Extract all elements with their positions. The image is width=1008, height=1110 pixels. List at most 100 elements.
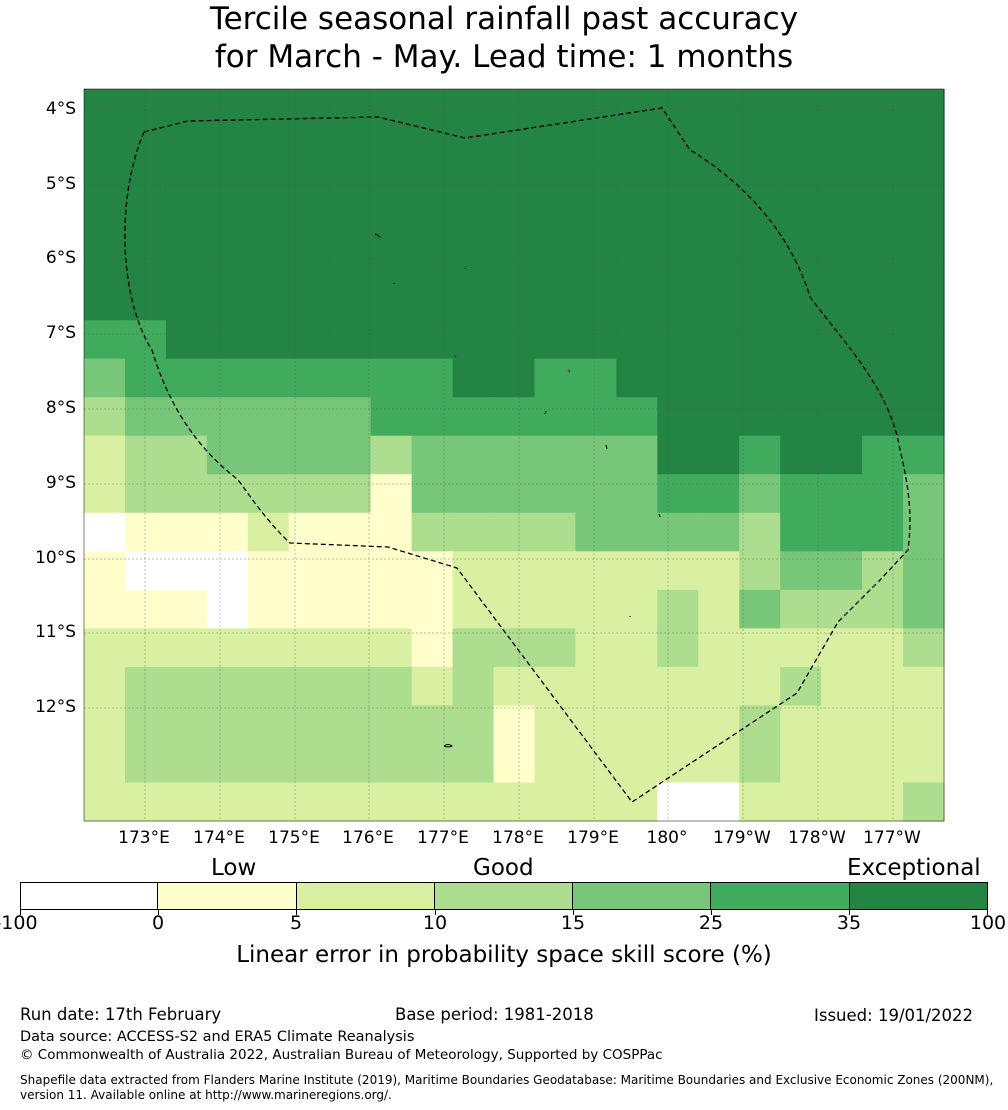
grid-cell: [903, 589, 945, 629]
grid-cell: [698, 204, 740, 244]
grid-cell: [247, 320, 290, 360]
grid-cell: [862, 127, 904, 167]
grid-cell: [903, 666, 945, 707]
grid-cell: [206, 166, 249, 206]
colorbar-segment: [573, 882, 712, 910]
colorbar-tick-mark: [987, 910, 988, 915]
grid-cell: [452, 512, 495, 552]
grid-cell: [124, 743, 167, 784]
grid-cell: [534, 320, 577, 360]
grid-cell: [862, 397, 904, 437]
grid-cell: [206, 743, 249, 784]
grid-cell: [288, 512, 331, 552]
grid-cell: [657, 89, 699, 129]
grid-cell: [534, 89, 577, 129]
grid-cell: [534, 628, 577, 668]
grid-cell: [575, 243, 617, 283]
grid-cell: [452, 397, 495, 437]
grid-cell: [739, 358, 781, 398]
grid-cell: [124, 782, 167, 822]
grid-cell: [780, 743, 822, 784]
grid-cell: [206, 705, 249, 745]
grid-cell: [370, 628, 413, 668]
grid-cell: [780, 589, 822, 629]
grid-cell: [493, 551, 536, 591]
lon-label: 178°E: [492, 828, 544, 848]
lon-label: 178°W: [788, 828, 846, 848]
colorbar-tick-label: 0: [151, 912, 165, 934]
grid-cell: [903, 397, 945, 437]
grid-cell: [739, 743, 781, 784]
grid-cell: [698, 166, 740, 206]
colorbar-tick-mark: [573, 910, 574, 915]
grid-cell: [862, 320, 904, 360]
grid-cell: [84, 435, 126, 475]
grid-cell: [862, 204, 904, 244]
grid-cell: [84, 666, 126, 707]
grid-cell: [657, 551, 699, 591]
grid-cell: [780, 89, 822, 129]
grid-cell: [657, 204, 699, 244]
grid-cell: [329, 281, 372, 321]
grid-cell: [370, 89, 413, 129]
grid-cell: [616, 551, 658, 591]
grid-cell: [575, 666, 617, 707]
lat-label: 7°S: [45, 323, 76, 343]
grid-cell: [739, 551, 781, 591]
grid-cell: [862, 166, 904, 206]
lon-label: 176°E: [342, 828, 394, 848]
grid-cell: [739, 397, 781, 437]
grid-cell: [821, 89, 863, 129]
grid-cell: [534, 705, 577, 745]
grid-cell: [452, 782, 495, 822]
grid-cell: [493, 705, 536, 745]
lat-label: 8°S: [45, 398, 76, 418]
grid-cell: [165, 474, 208, 514]
grid-cell: [165, 705, 208, 745]
colorbar-tick-mark: [158, 910, 159, 915]
grid-cell: [616, 281, 658, 321]
grid-cell: [657, 166, 699, 206]
grid-cell: [452, 281, 495, 321]
grid-cell: [329, 204, 372, 244]
grid-cell: [247, 512, 290, 552]
grid-cell: [657, 589, 699, 629]
lat-label: 10°S: [35, 548, 76, 568]
grid-cell: [657, 474, 699, 514]
grid-cell: [247, 705, 290, 745]
lon-label: 180°: [646, 828, 688, 848]
grid-cell: [329, 666, 372, 707]
grid-cell: [329, 628, 372, 668]
grid-cell: [616, 397, 658, 437]
grid-cell: [452, 435, 495, 475]
grid-cell: [411, 743, 454, 784]
grid-cell: [329, 474, 372, 514]
lat-label: 11°S: [35, 622, 76, 642]
grid-cell: [575, 89, 617, 129]
grid-cell: [575, 358, 617, 398]
grid-cell: [780, 474, 822, 514]
grid-cell: [616, 628, 658, 668]
grid-cell: [165, 589, 208, 629]
grid-cell: [370, 320, 413, 360]
grid-cell: [329, 166, 372, 206]
grid-cell: [903, 127, 945, 167]
grid-cell: [575, 705, 617, 745]
grid-cell: [124, 628, 167, 668]
grid-cell: [124, 512, 167, 552]
grid-cell: [862, 243, 904, 283]
grid-cell: [288, 705, 331, 745]
grid-cell: [206, 551, 249, 591]
grid-cell: [288, 320, 331, 360]
grid-cell: [165, 204, 208, 244]
lon-label: 174°E: [193, 828, 245, 848]
grid-cell: [452, 127, 495, 167]
grid-cell: [247, 435, 290, 475]
grid-cell: [165, 743, 208, 784]
grid-cell: [84, 89, 126, 129]
grid-cell: [206, 628, 249, 668]
grid-cell: [370, 435, 413, 475]
grid-cell: [452, 551, 495, 591]
grid-cell: [247, 589, 290, 629]
grid-cell: [165, 551, 208, 591]
